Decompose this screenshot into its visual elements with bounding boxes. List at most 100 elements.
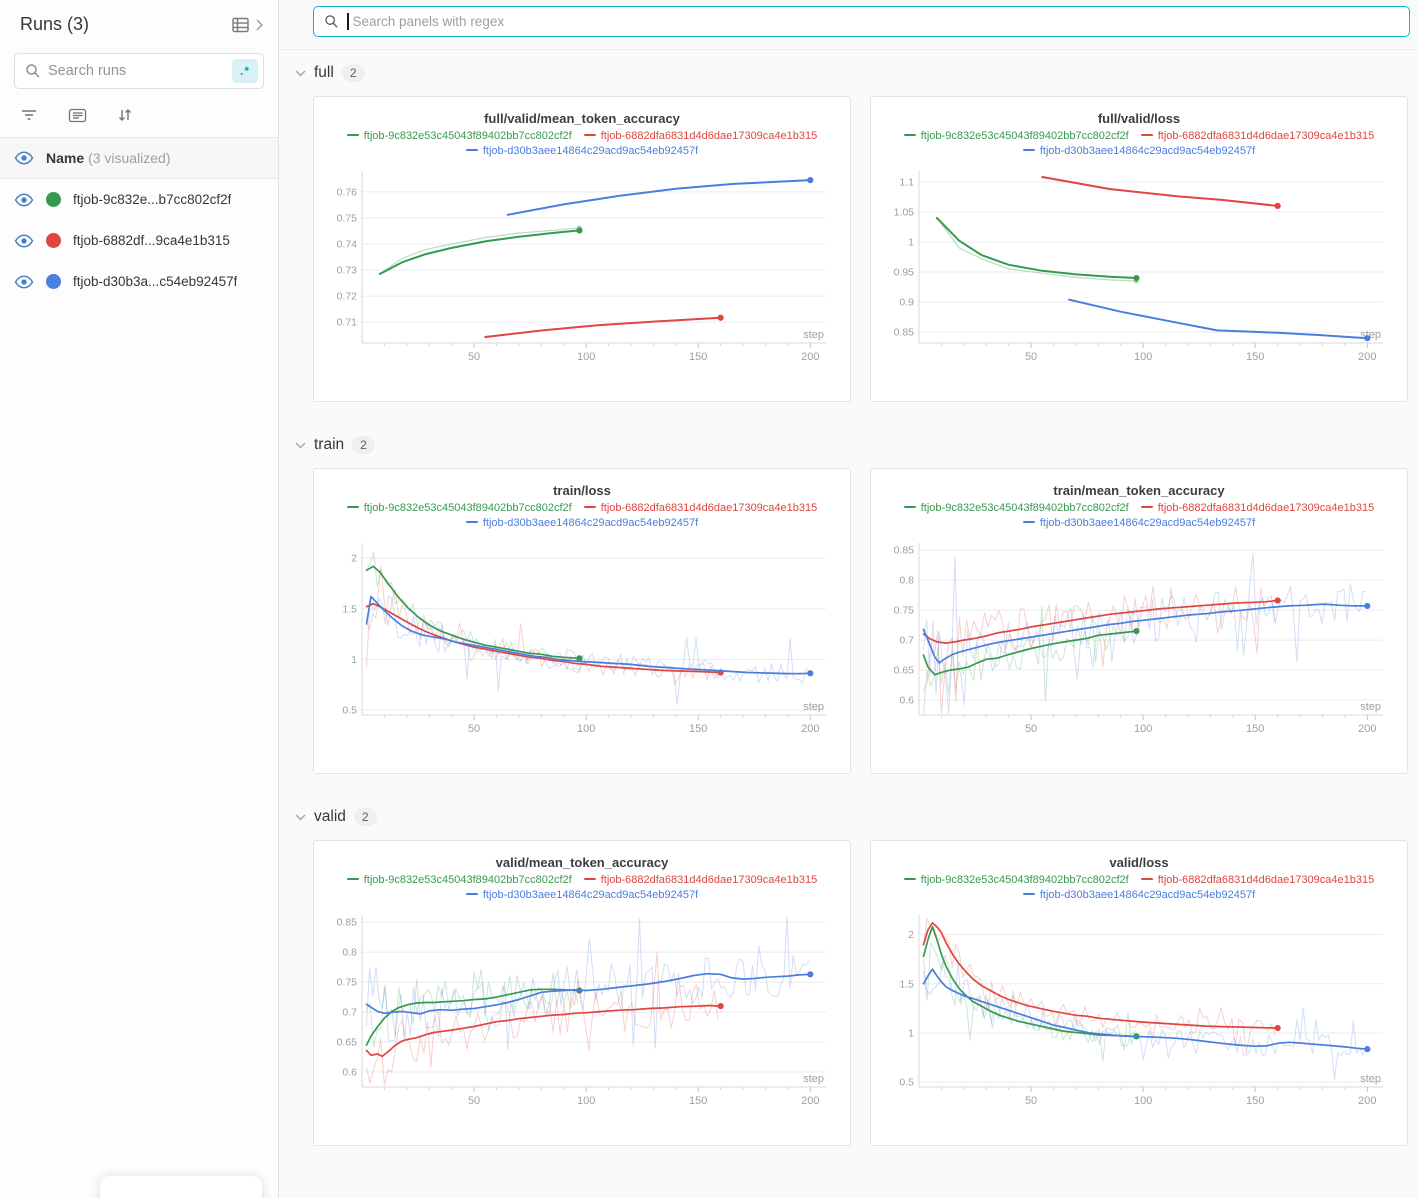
panels-workspace: Search panels with regex full 2 full/val… [279,0,1418,1198]
legend-run-name: ftjob-d30b3aee14864c29acd9ac54eb92457f [482,517,699,529]
legend-run-name: ftjob-d30b3aee14864c29acd9ac54eb92457f [482,145,699,157]
svg-text:step: step [1360,701,1381,713]
legend-entry[interactable]: ftjob-6882dfa6831d4d6dae17309ca4e1b315 [1140,873,1374,888]
svg-text:0.5: 0.5 [342,704,357,716]
svg-text:100: 100 [1134,351,1152,363]
section-count-badge: 2 [352,436,375,454]
runs-toolbar [0,93,278,138]
runs-search-box[interactable]: .* [14,53,264,89]
legend-entry[interactable]: ftjob-6882dfa6831d4d6dae17309ca4e1b315 [583,501,818,516]
legend-swatch [346,877,359,881]
legend-entry[interactable]: ftjob-9c832e53c45043f89402bb7cc802cf2f [903,501,1129,516]
svg-text:150: 150 [1246,1095,1264,1107]
svg-text:step: step [1360,1073,1381,1085]
chart-canvas: 0.71 0.72 0.73 0.74 0.75 0.76 50 100 150 200 step [337,171,826,363]
run-row[interactable]: ftjob-d30b3a...c54eb92457f [0,261,278,302]
legend-swatch [1022,520,1035,524]
svg-text:150: 150 [689,1095,707,1107]
legend-run-name: ftjob-6882dfa6831d4d6dae17309ca4e1b315 [600,502,818,514]
panel-train-mean-token-accuracy[interactable]: train/mean_token_accuracy ftjob-9c832e53c… [870,468,1408,774]
svg-text:1: 1 [908,1027,914,1039]
chart-canvas: 0.5 1 1.5 2 50 100 150 200 step [899,915,1383,1107]
svg-text:150: 150 [1246,351,1264,363]
section-header-valid[interactable]: valid 2 [295,806,1418,828]
svg-text:0.85: 0.85 [894,545,915,557]
legend-entry[interactable]: ftjob-9c832e53c45043f89402bb7cc802cf2f [346,501,572,516]
search-icon [25,63,41,79]
section-count-badge: 2 [341,64,365,82]
search-icon [324,14,339,29]
chart-plot: 0.85 0.9 0.95 1 1.05 1.1 50 100 150 200 step [883,163,1395,378]
chart-legend: ftjob-9c832e53c45043f89402bb7cc802cf2f ft… [326,129,838,159]
runs-title: Runs (3) [20,14,90,34]
visibility-eye-icon[interactable] [14,192,34,207]
run-row[interactable]: ftjob-6882df...9ca4e1b315 [0,220,278,261]
legend-entry[interactable]: ftjob-6882dfa6831d4d6dae17309ca4e1b315 [1140,129,1374,144]
legend-entry[interactable]: ftjob-9c832e53c45043f89402bb7cc802cf2f [903,129,1129,144]
legend-swatch [1140,877,1153,881]
section-label: valid [314,808,346,825]
legend-entry[interactable]: ftjob-d30b3aee14864c29acd9ac54eb92457f [465,516,699,531]
visibility-eye-icon[interactable] [14,274,34,289]
chart-plot: 0.5 1 1.5 2 50 100 150 200 step [883,907,1395,1122]
section-header-train[interactable]: train 2 [295,434,1418,456]
svg-text:0.71: 0.71 [337,317,358,329]
legend-entry[interactable]: ftjob-6882dfa6831d4d6dae17309ca4e1b315 [583,873,817,888]
legend-entry[interactable]: ftjob-d30b3aee14864c29acd9ac54eb92457f [1022,516,1255,531]
legend-swatch [346,133,359,137]
panel-valid-mean-token-accuracy[interactable]: valid/mean_token_accuracy ftjob-9c832e53c… [313,840,851,1146]
section-header-full[interactable]: full 2 [295,62,1418,84]
chevron-down-icon [295,70,306,76]
legend-run-name: ftjob-9c832e53c45043f89402bb7cc802cf2f [363,130,572,142]
svg-text:step: step [803,329,824,341]
regex-toggle-button[interactable]: .* [232,59,258,83]
section-train: train 2 train/loss ftjob-9c832e53c45043f8… [279,434,1418,774]
svg-text:0.5: 0.5 [899,1077,914,1089]
panels-search-placeholder: Search panels with regex [352,14,505,29]
legend-entry[interactable]: ftjob-6882dfa6831d4d6dae17309ca4e1b315 [583,129,817,144]
svg-text:200: 200 [801,351,819,363]
legend-entry[interactable]: ftjob-9c832e53c45043f89402bb7cc802cf2f [346,873,572,888]
visibility-all-eye-icon[interactable] [14,151,34,165]
svg-text:step: step [803,1073,824,1085]
legend-entry[interactable]: ftjob-9c832e53c45043f89402bb7cc802cf2f [903,873,1129,888]
run-row[interactable]: ftjob-9c832e...b7cc802cf2f [0,179,278,220]
panel-full-valid-loss[interactable]: full/valid/loss ftjob-9c832e53c45043f8940… [870,96,1408,402]
visibility-eye-icon[interactable] [14,233,34,248]
legend-entry[interactable]: ftjob-9c832e53c45043f89402bb7cc802cf2f [346,129,572,144]
legend-swatch [1022,892,1035,896]
legend-entry[interactable]: ftjob-d30b3aee14864c29acd9ac54eb92457f [1022,144,1255,159]
legend-run-name: ftjob-d30b3aee14864c29acd9ac54eb92457f [482,889,699,901]
legend-entry[interactable]: ftjob-d30b3aee14864c29acd9ac54eb92457f [465,888,699,903]
panel-valid-loss[interactable]: valid/loss ftjob-9c832e53c45043f89402bb7c… [870,840,1408,1146]
legend-entry[interactable]: ftjob-d30b3aee14864c29acd9ac54eb92457f [465,144,699,159]
run-color-dot [46,274,61,289]
svg-text:50: 50 [1025,723,1037,735]
legend-entry[interactable]: ftjob-d30b3aee14864c29acd9ac54eb92457f [1022,888,1255,903]
panel-full-valid-mean-token-accuracy[interactable]: full/valid/mean_token_accuracy ftjob-9c83… [313,96,851,402]
expand-chevron-right-icon[interactable] [255,18,264,32]
svg-text:100: 100 [1134,1095,1152,1107]
columns-settings-icon[interactable] [68,108,87,123]
sort-icon[interactable] [117,107,133,123]
legend-swatch [903,877,916,881]
filter-icon[interactable] [20,108,38,122]
runs-search-input[interactable] [48,63,232,79]
panel-train-loss[interactable]: train/loss ftjob-9c832e53c45043f89402bb7c… [313,468,851,774]
run-name: ftjob-6882df...9ca4e1b315 [73,233,230,248]
name-column-header: Name [46,150,85,166]
runs-table-icon[interactable] [231,16,253,34]
legend-swatch [1140,133,1153,137]
legend-entry[interactable]: ftjob-6882dfa6831d4d6dae17309ca4e1b315 [1140,501,1374,516]
section-count-badge: 2 [353,808,377,826]
chart-title: train/loss [553,483,611,498]
chart-plot: 0.6 0.65 0.7 0.75 0.8 0.85 50 100 150 200 step [883,535,1395,750]
svg-text:0.65: 0.65 [894,665,915,677]
svg-text:0.75: 0.75 [894,605,915,617]
svg-text:0.65: 0.65 [337,1037,358,1049]
panels-search-input[interactable]: Search panels with regex [313,6,1410,37]
svg-text:1.5: 1.5 [899,978,914,990]
svg-text:100: 100 [577,351,595,363]
svg-text:50: 50 [1025,351,1037,363]
